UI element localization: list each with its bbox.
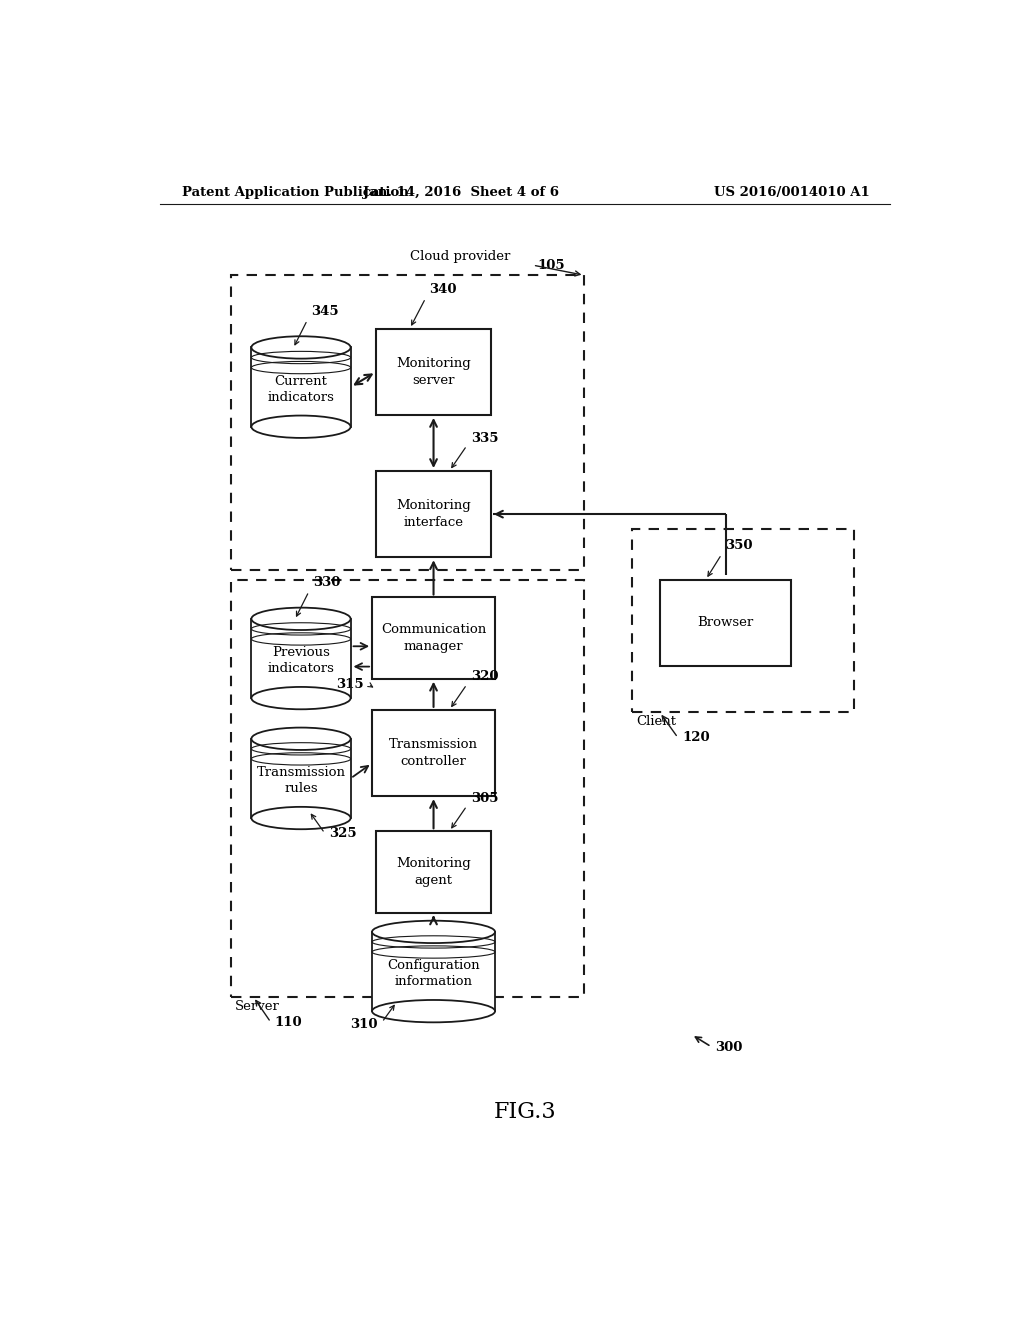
Text: Cloud provider: Cloud provider [410,249,510,263]
Bar [252,739,350,818]
Bar [376,832,492,912]
Text: Transmission
controller: Transmission controller [389,738,478,768]
Text: 120: 120 [682,731,710,744]
Bar [231,581,585,997]
Bar [252,619,350,698]
Text: Monitoring
interface: Monitoring interface [396,499,471,529]
Text: Monitoring
agent: Monitoring agent [396,857,471,887]
Text: 315: 315 [337,677,365,690]
Text: 105: 105 [538,259,565,272]
Text: 110: 110 [274,1016,302,1028]
Text: 320: 320 [471,671,499,684]
Bar [372,710,495,796]
Text: Monitoring
server: Monitoring server [396,356,471,387]
Ellipse shape [372,1001,495,1022]
Ellipse shape [252,416,350,438]
Text: Current
indicators: Current indicators [267,375,335,404]
Text: Client: Client [636,715,676,729]
Bar [372,598,495,678]
Bar [660,579,792,667]
Text: 330: 330 [313,577,340,589]
Text: 310: 310 [350,1018,378,1031]
Ellipse shape [252,607,350,630]
Bar [632,529,854,713]
Text: Transmission
rules: Transmission rules [256,766,345,795]
Text: 345: 345 [311,305,339,318]
Text: 325: 325 [329,826,356,840]
Bar [372,932,495,1011]
Text: US 2016/0014010 A1: US 2016/0014010 A1 [715,186,870,199]
Text: 340: 340 [430,282,457,296]
Text: FIG.3: FIG.3 [494,1101,556,1123]
Ellipse shape [372,921,495,942]
Text: Jan. 14, 2016  Sheet 4 of 6: Jan. 14, 2016 Sheet 4 of 6 [364,186,559,199]
Bar [376,471,492,557]
Text: Communication
manager: Communication manager [381,623,486,653]
Text: Configuration
information: Configuration information [387,960,480,989]
Bar [231,276,585,570]
Text: 305: 305 [471,792,499,805]
Text: Previous
indicators: Previous indicators [267,647,335,676]
Text: 300: 300 [715,1041,742,1055]
Text: 350: 350 [726,540,753,552]
Ellipse shape [252,686,350,709]
Ellipse shape [252,807,350,829]
Text: Server: Server [236,1001,280,1012]
Ellipse shape [252,727,350,750]
Text: Patent Application Publication: Patent Application Publication [182,186,409,199]
Ellipse shape [252,337,350,359]
Bar [252,347,350,426]
Bar [376,329,492,414]
Text: Browser: Browser [697,616,754,630]
Text: 335: 335 [471,432,499,445]
